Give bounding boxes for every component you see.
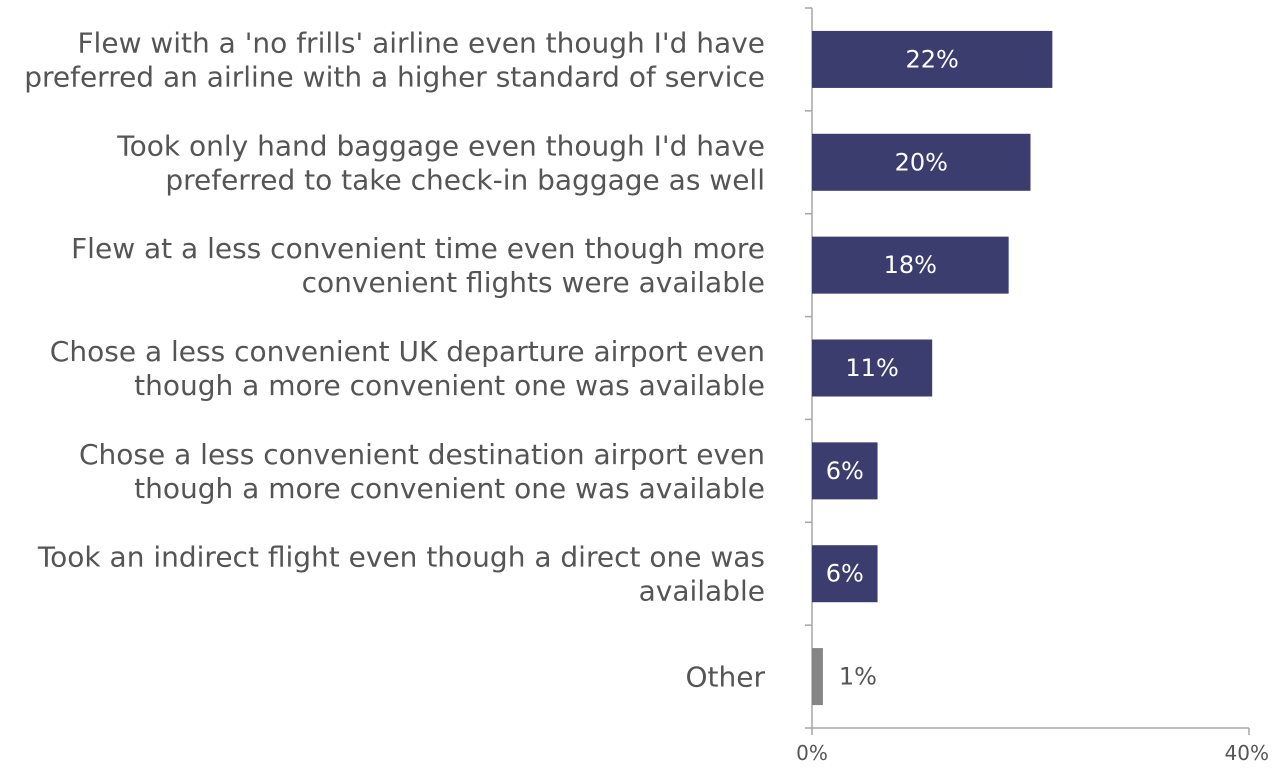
bar <box>812 133 1031 191</box>
bar <box>812 442 878 500</box>
bar <box>812 30 1053 88</box>
data-label: 6% <box>826 457 864 485</box>
bar <box>812 545 878 603</box>
category-label-line: Flew with a 'no frills' airline even tho… <box>77 26 765 59</box>
category-label-line: Took an indirect flight even though a di… <box>37 541 765 574</box>
category-label: Took only hand baggage even though I'd h… <box>116 129 765 196</box>
category-label: Chose a less convenient destination airp… <box>79 438 765 505</box>
bar <box>812 339 933 397</box>
category-label: Chose a less convenient UK departure air… <box>50 335 765 402</box>
category-label-line: preferred an airline with a higher stand… <box>24 60 765 93</box>
category-label-line: available <box>639 575 765 608</box>
data-label: 20% <box>895 148 948 176</box>
bar <box>812 648 823 706</box>
category-label-line: though a more convenient one was availab… <box>134 472 765 505</box>
category-label-line: Other <box>685 661 765 694</box>
category-label-line: Chose a less convenient destination airp… <box>79 438 765 471</box>
category-label-line: Flew at a less convenient time even thou… <box>71 232 765 265</box>
category-label: Other <box>685 661 765 694</box>
data-label: 11% <box>845 354 898 382</box>
category-label-line: convenient flights were available <box>302 266 765 299</box>
data-label: 18% <box>884 251 937 279</box>
x-tick-label: 40% <box>1225 741 1269 765</box>
x-tick-label: 0% <box>796 741 828 765</box>
data-label: 1% <box>839 663 877 691</box>
bar <box>812 236 1009 294</box>
category-label-line: preferred to take check-in baggage as we… <box>165 163 765 196</box>
data-label: 22% <box>906 45 959 73</box>
category-label-line: Took only hand baggage even though I'd h… <box>116 129 765 162</box>
category-label: Took an indirect flight even though a di… <box>37 541 765 608</box>
category-label-line: Chose a less convenient UK departure air… <box>50 335 765 368</box>
category-label-line: though a more convenient one was availab… <box>134 369 765 402</box>
category-label: Flew with a 'no frills' airline even tho… <box>24 26 765 93</box>
data-label: 6% <box>826 560 864 588</box>
category-label: Flew at a less convenient time even thou… <box>71 232 765 299</box>
